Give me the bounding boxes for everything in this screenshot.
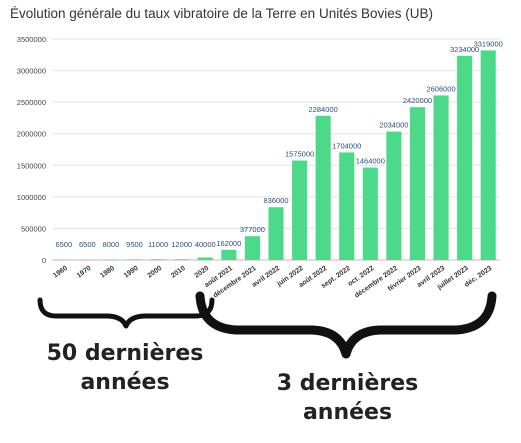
bar: [103, 259, 119, 260]
right-brace: [195, 291, 497, 359]
data-label: 377000: [240, 225, 265, 234]
data-label: 162000: [216, 239, 241, 248]
x-tick-label: 1990: [123, 265, 140, 280]
data-label: 1575000: [285, 150, 314, 159]
data-label: 2284000: [309, 105, 338, 114]
bar: [433, 95, 449, 261]
x-tick-label: 2010: [170, 265, 187, 280]
data-label: 2606000: [426, 84, 455, 93]
y-tick-label: 2500000: [17, 98, 46, 107]
bar: [386, 131, 402, 260]
data-labels: 6500 6500 8000 9500 11000 12000 40000 162000 377…: [55, 39, 502, 249]
y-tick-label: 500000: [21, 224, 46, 233]
bars: [56, 50, 496, 261]
data-label: 1464000: [356, 157, 385, 166]
data-label: 9500: [126, 240, 143, 249]
bar: [126, 259, 143, 260]
braces: [37, 291, 497, 359]
data-label: 2420000: [403, 96, 432, 105]
data-label: 6500: [55, 240, 72, 249]
y-tick-label: 1500000: [17, 161, 46, 170]
x-tick-label: 2000: [146, 265, 163, 280]
x-tick-label: 2020: [194, 265, 211, 280]
bar: [409, 107, 426, 261]
data-label: 6500: [79, 240, 96, 249]
bar: [268, 207, 284, 260]
bar: [197, 257, 213, 260]
data-label: 8000: [103, 240, 120, 249]
left-brace-label: 50 dernières années: [46, 341, 204, 395]
bar: [362, 167, 378, 260]
chart-title: Évolution générale du taux vibratoire de…: [10, 6, 433, 21]
y-tick-label: 2000000: [17, 130, 46, 139]
bar: [480, 50, 496, 260]
left-brace: [37, 297, 215, 329]
bar: [150, 259, 166, 260]
data-label: 40000: [195, 240, 216, 249]
data-label: 836000: [263, 196, 288, 205]
data-label: 11000: [148, 240, 168, 249]
bar: [315, 115, 331, 261]
x-tick-label: 1980: [99, 265, 116, 280]
data-label: 12000: [171, 240, 192, 249]
x-tick-label: 1960: [52, 265, 69, 280]
data-label: 1704000: [332, 141, 361, 150]
bar: [457, 55, 473, 260]
y-tick-label: 0: [42, 256, 46, 265]
bar: [174, 259, 190, 260]
y-axis-ticks: 0 500000 1000000 1500000 2000000 2500000 30000…: [17, 35, 46, 265]
x-tick-label: 1970: [76, 265, 93, 280]
data-label: 2034000: [379, 121, 408, 130]
y-tick-label: 3000000: [17, 67, 46, 76]
bar: [292, 160, 308, 260]
bar: [244, 236, 260, 260]
data-label: 3234000: [450, 45, 479, 54]
data-label: 3319000: [474, 39, 503, 48]
y-tick-label: 3500000: [17, 35, 46, 44]
right-brace-label: 3 dernières années: [276, 371, 419, 425]
bar: [339, 152, 355, 260]
y-tick-label: 1000000: [17, 193, 46, 202]
bar: [221, 249, 237, 260]
